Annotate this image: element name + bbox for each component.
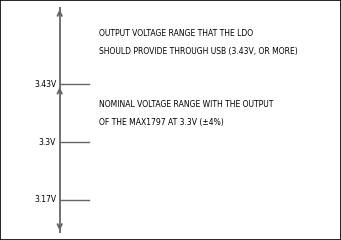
Text: SHOULD PROVIDE THROUGH USB (3.43V, OR MORE): SHOULD PROVIDE THROUGH USB (3.43V, OR MO… <box>99 47 298 56</box>
Text: 3.3V: 3.3V <box>39 138 56 147</box>
Text: 3.17V: 3.17V <box>34 196 56 204</box>
Text: OF THE MAX1797 AT 3.3V (±4%): OF THE MAX1797 AT 3.3V (±4%) <box>99 118 224 127</box>
Text: NOMINAL VOLTAGE RANGE WITH THE OUTPUT: NOMINAL VOLTAGE RANGE WITH THE OUTPUT <box>99 100 273 109</box>
Text: 3.43V: 3.43V <box>34 80 56 89</box>
Text: OUTPUT VOLTAGE RANGE THAT THE LDO: OUTPUT VOLTAGE RANGE THAT THE LDO <box>99 29 253 38</box>
